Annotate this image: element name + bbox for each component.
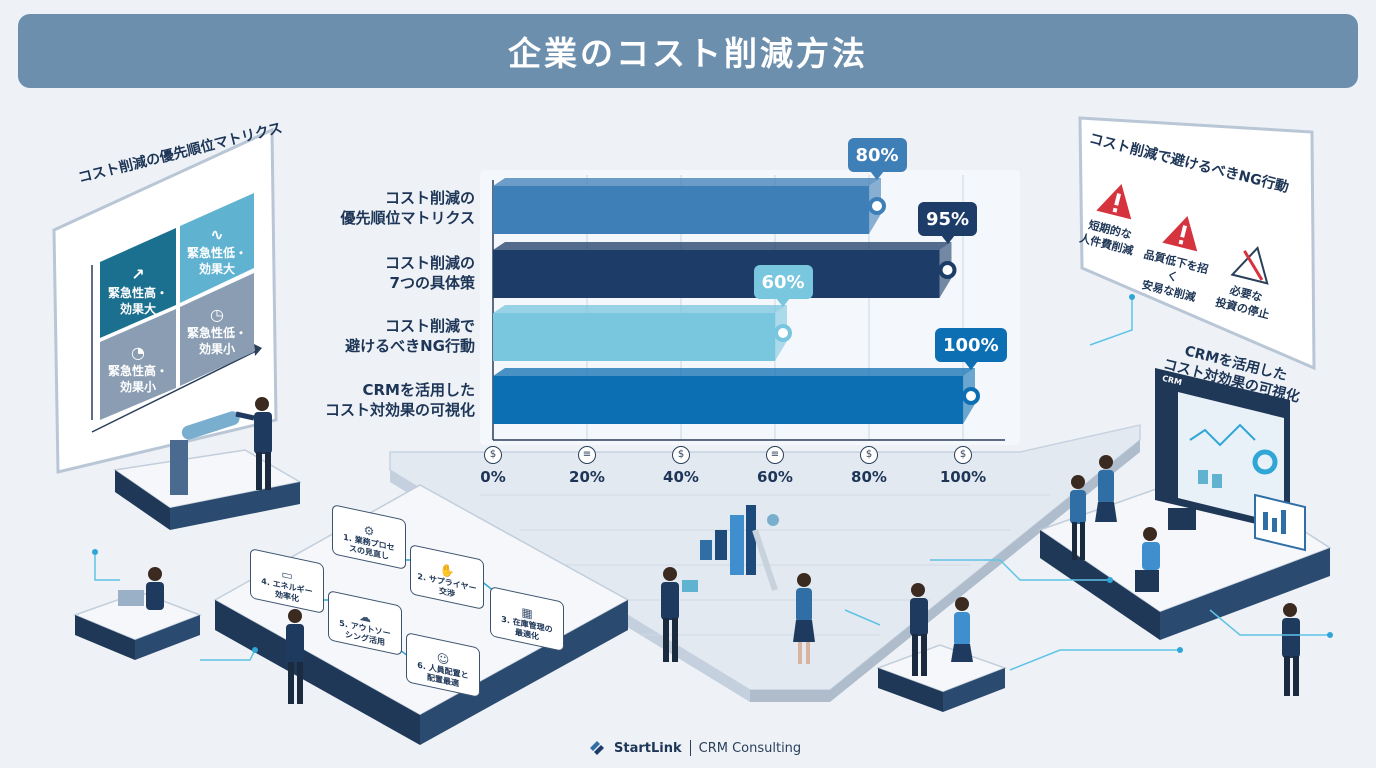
ng-board bbox=[1078, 116, 1316, 371]
x-tick-label: 0% bbox=[480, 468, 506, 486]
footer-divider bbox=[689, 740, 691, 756]
bar-marker bbox=[868, 197, 886, 215]
value-label-crm: 100% bbox=[935, 328, 1007, 370]
bar-label-matrix: コスト削減の 優先順位マトリクス bbox=[340, 189, 475, 227]
quadrant-3-shape bbox=[100, 309, 176, 420]
brand-name: StartLink bbox=[614, 740, 682, 756]
bar-label-crm: CRMを活用した コスト対効果の可視化 bbox=[324, 381, 475, 419]
brand-tagline: CRM Consulting bbox=[698, 740, 802, 756]
coin-stack-icon: ≡ bbox=[766, 446, 784, 464]
ng-item-stop-investment: 必要な 投資の停止 bbox=[1206, 237, 1293, 324]
presenter-figure bbox=[235, 397, 272, 490]
warning-icon bbox=[1160, 209, 1208, 254]
bar-1 bbox=[493, 178, 886, 234]
quadrant-high-urgency-high-effect: ↗ 緊急性高・ 効果大 bbox=[107, 265, 168, 317]
ng-item-quality-loss: 品質低下を招く 安易な削減 bbox=[1132, 205, 1223, 307]
x-tick-label: 40% bbox=[663, 468, 699, 486]
meeting-figures bbox=[910, 583, 973, 676]
circuit-lines bbox=[94, 300, 1330, 671]
crm-team-figures bbox=[1070, 455, 1300, 696]
blocked-investment-icon bbox=[1230, 241, 1278, 286]
value-label-ng: 60% bbox=[753, 265, 813, 307]
page-title: 企業のコスト削減方法 bbox=[508, 34, 868, 73]
footer: StartLink CRM Consulting bbox=[588, 739, 801, 757]
quadrant-1-shape bbox=[100, 228, 176, 338]
seated-worker-figure bbox=[118, 567, 164, 610]
bars bbox=[493, 178, 980, 424]
ng-item-short-term-cuts: 短期的な 人件費削減 bbox=[1070, 173, 1157, 260]
bar-label-ng: コスト削減で 避けるべきNG行動 bbox=[345, 317, 475, 355]
bar-marker bbox=[962, 387, 980, 405]
coins-icon: $ bbox=[672, 446, 690, 464]
pie-chart-icon: ◔ bbox=[131, 343, 145, 362]
trend-up-icon: ↗ bbox=[131, 265, 145, 284]
quadrant-4-shape bbox=[180, 273, 254, 386]
quadrant-low-urgency-low-effect: ◷ 緊急性低・ 効果小 bbox=[186, 305, 247, 357]
value-label-measures: 95% bbox=[918, 202, 978, 244]
bar-2 bbox=[493, 242, 957, 298]
bar-3 bbox=[493, 305, 792, 361]
coin-stack-icon: ≡ bbox=[578, 446, 596, 464]
quadrant-high-urgency-low-effect: ◔ 緊急性高・ 効果小 bbox=[107, 343, 168, 395]
bar-marker bbox=[938, 261, 957, 279]
quadrant-low-urgency-high-effect: ∿ 緊急性低・ 効果大 bbox=[186, 225, 247, 277]
x-tick-label: 60% bbox=[757, 468, 793, 486]
title-banner: 企業のコスト削減方法 bbox=[18, 14, 1358, 88]
standing-worker-figure bbox=[286, 609, 304, 704]
clock-icon: ◷ bbox=[210, 305, 224, 324]
coin-icon: $ bbox=[484, 446, 502, 464]
x-tick-label: 100% bbox=[939, 468, 987, 486]
x-tick-label: 80% bbox=[851, 468, 887, 486]
startlink-logo-icon bbox=[588, 739, 606, 757]
money-bag-icon: $ bbox=[860, 446, 878, 464]
bar-label-measures: コスト削減の 7つの具体策 bbox=[384, 254, 475, 292]
banknote-icon: $ bbox=[954, 446, 972, 464]
line-chart-icon: ∿ bbox=[210, 225, 224, 244]
quadrant-2-shape bbox=[180, 193, 254, 303]
bar-4 bbox=[493, 368, 980, 424]
bar-marker bbox=[774, 324, 792, 342]
warning-icon bbox=[1094, 177, 1142, 222]
analyst-figures bbox=[661, 567, 815, 664]
value-label-matrix: 80% bbox=[847, 138, 907, 180]
x-tick-label: 20% bbox=[569, 468, 605, 486]
